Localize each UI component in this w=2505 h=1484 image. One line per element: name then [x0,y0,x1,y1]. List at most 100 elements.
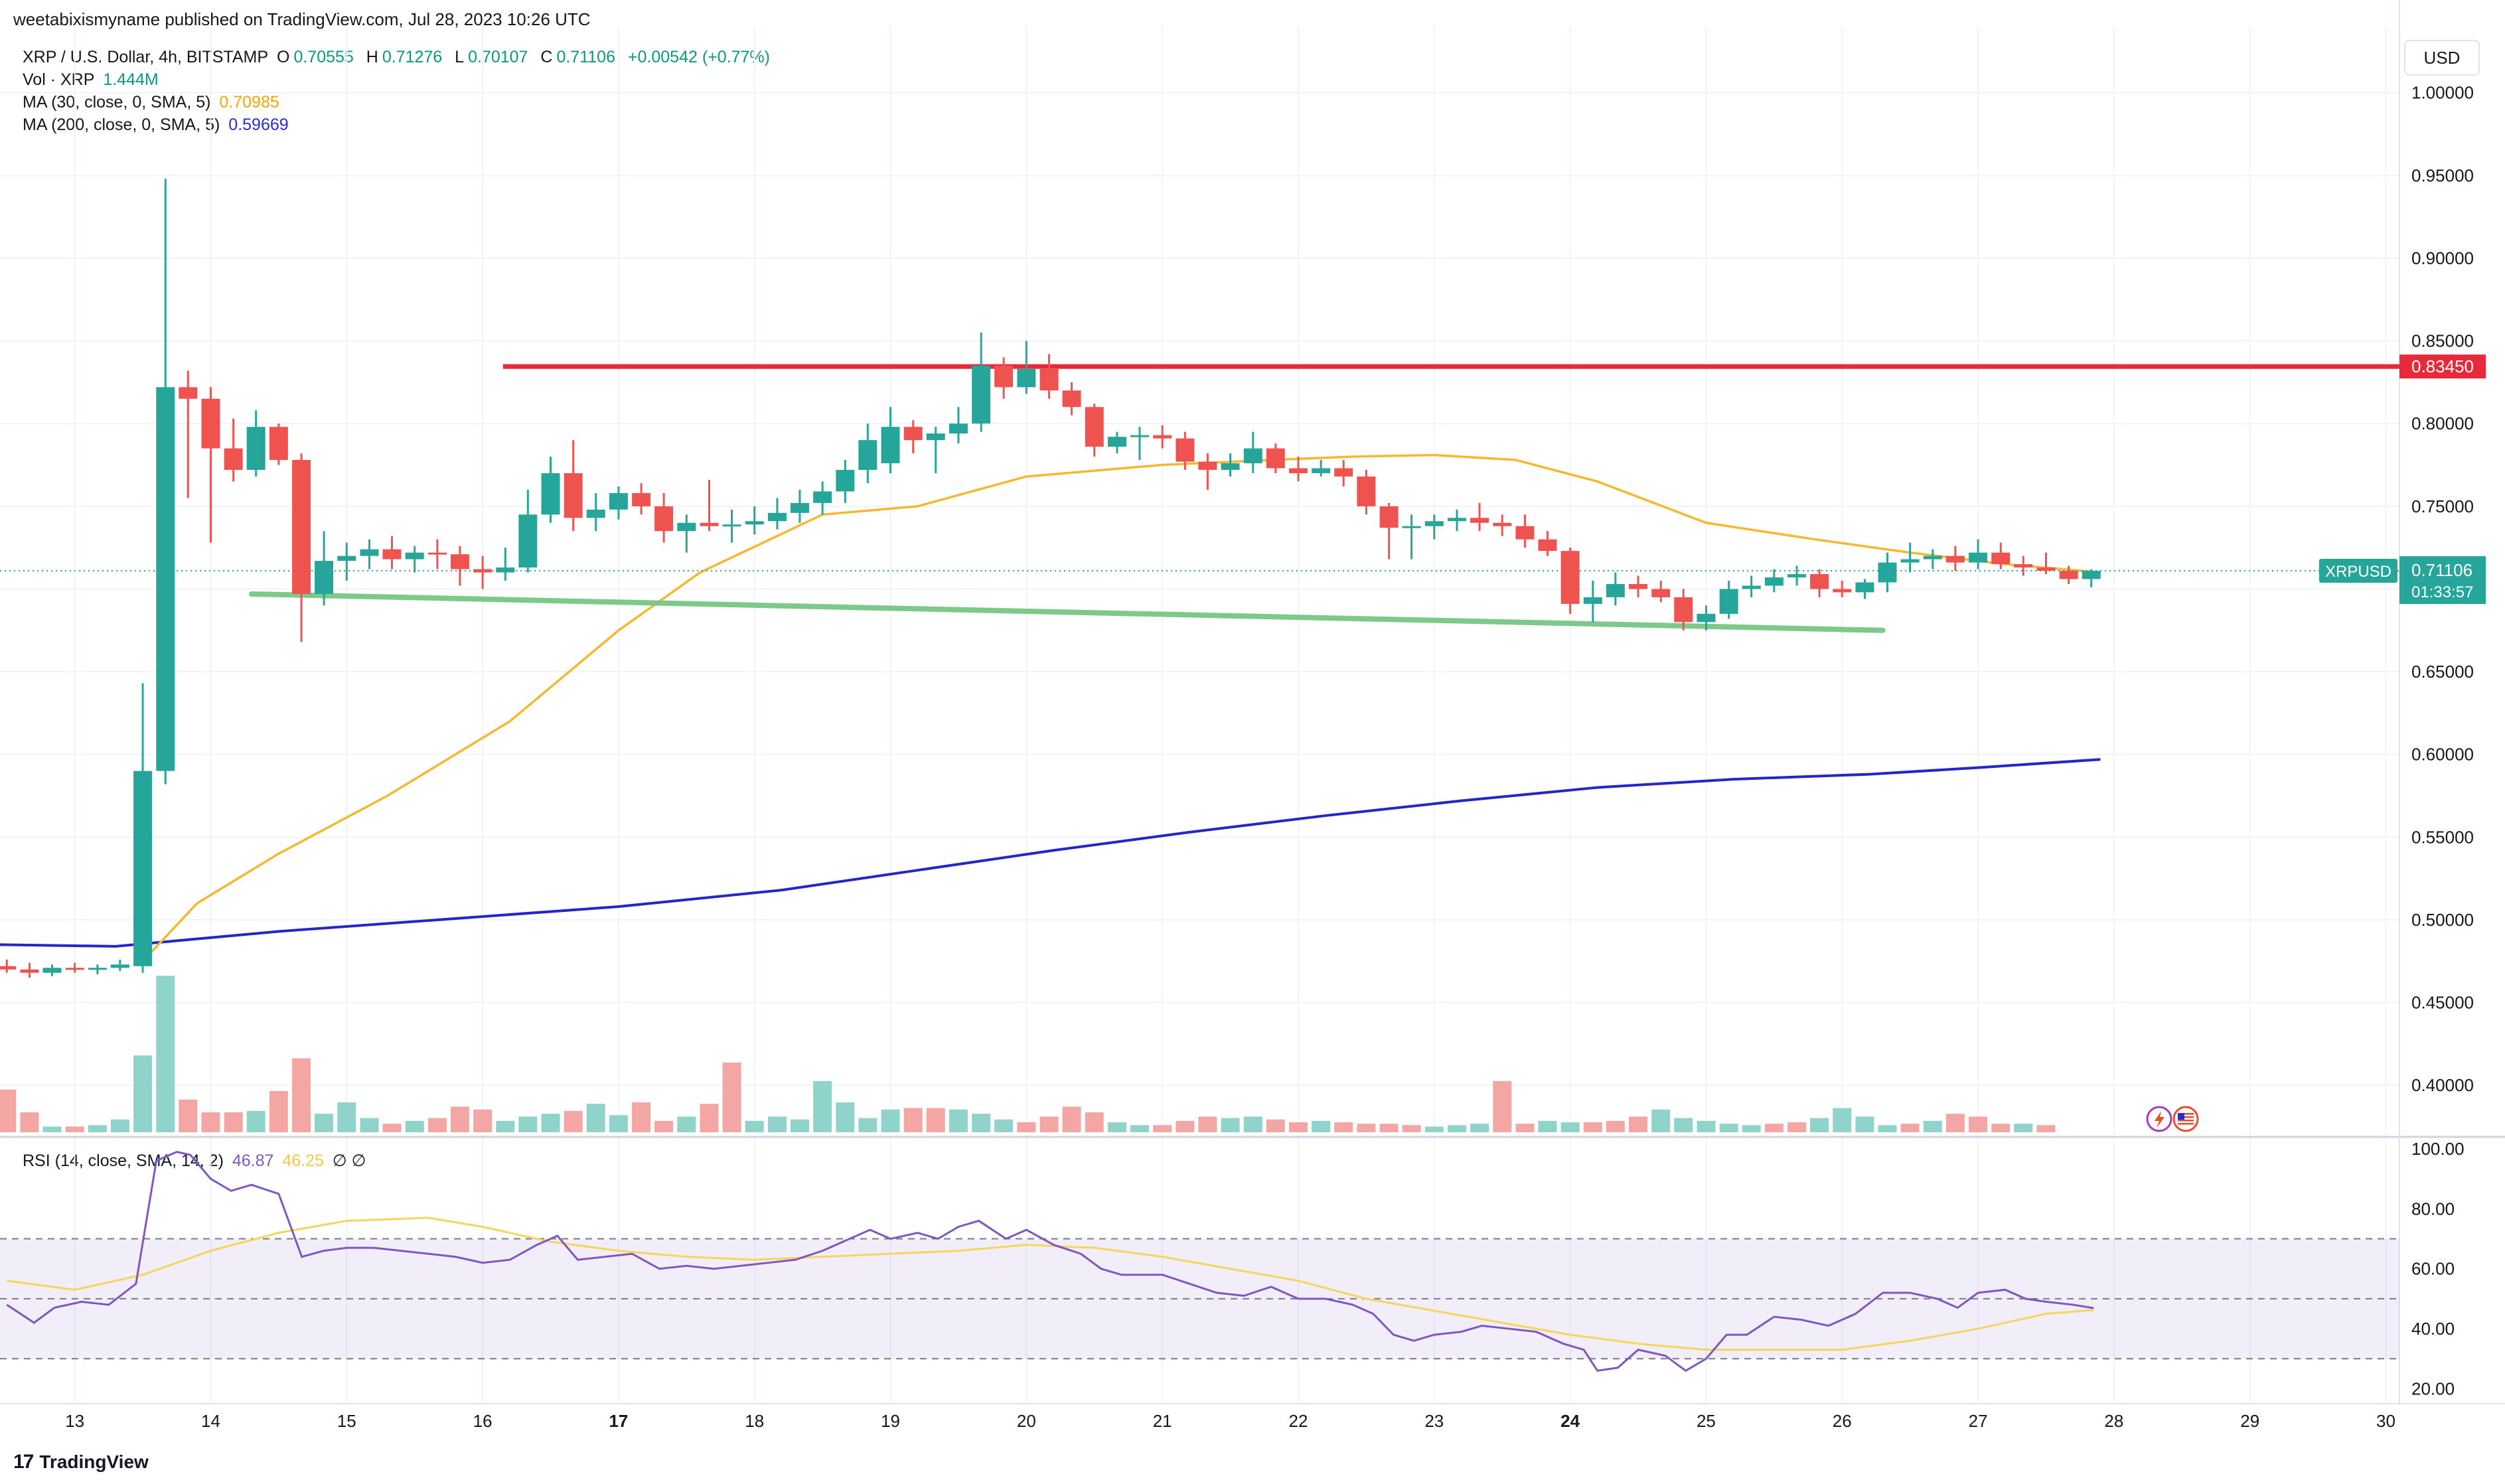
time-tick-label: 27 [1969,1411,1988,1431]
candle-body [1900,559,1920,563]
volume-bar [1923,1120,1942,1132]
candle-body [1764,577,1784,586]
countdown-label: 01:33:57 [2411,583,2473,601]
ma30-legend[interactable]: MA (30, close, 0, SMA, 5) 0.70985 [23,93,283,112]
candle-body [292,460,311,594]
time-tick-label: 29 [2240,1411,2259,1431]
candle-body [1493,522,1512,526]
volume-bar [654,1120,674,1132]
candle-body [1379,506,1399,528]
price-tick-label: 0.75000 [2411,496,2474,516]
volume-bar [133,1055,153,1132]
volume-bar [1039,1116,1059,1132]
price-tick-label: 1.00000 [2411,83,2474,103]
volume-bar [1221,1118,1240,1132]
support-trendline [248,591,1886,633]
volume-bar [179,1099,198,1132]
candle-body [337,556,356,561]
candle-body [315,561,334,594]
volume-bar [745,1120,764,1132]
rsi-value: 46.87 [232,1151,274,1170]
ma30-value: 0.70985 [219,93,279,111]
publisher-line: weetabixismyname published on TradingVie… [13,9,591,29]
ma200-legend[interactable]: MA (200, close, 0, SMA, 5) 0.59669 [23,115,293,135]
candle-body [949,423,968,434]
candle-body [110,964,129,968]
candle-body [1288,468,1308,473]
volume-bar [1900,1124,1920,1132]
volume-bar [858,1118,877,1132]
volume-bar [450,1106,469,1132]
volume-bar [949,1109,968,1132]
volume-bar [1945,1114,1965,1132]
candle-body [972,365,991,424]
candle-body [1470,518,1489,523]
candle-body [496,567,515,573]
open-label: O [276,48,290,66]
rsi-sma-value: 46.25 [282,1151,324,1170]
change-value: +0.00542 (+0.77%) [627,48,770,66]
volume-bar [700,1104,719,1132]
resistance-price-tag [2399,354,2486,379]
flag-stripe [2178,1116,2194,1118]
volume-bar [1334,1122,1353,1132]
volume-bar [1560,1122,1580,1132]
candle-body [1153,435,1172,439]
volume-bar [1833,1108,1852,1132]
volume-bar [156,976,175,1132]
volume-bar [292,1058,311,1132]
volume-bar [1017,1122,1036,1132]
candle-body [722,524,741,527]
candle-body [1606,583,1625,597]
lightning-glyph [2155,1111,2164,1128]
volume-bar [1764,1124,1784,1132]
price-tick-label: 0.50000 [2411,910,2474,930]
candle-body [903,427,923,441]
candle-body [586,509,605,518]
candle-body [65,968,84,970]
volume-bar [382,1124,402,1132]
volume-bar [427,1118,447,1132]
volume-bar [65,1126,84,1132]
volume-bar [586,1104,605,1132]
volume-bar [518,1116,538,1132]
resistance-price-label: 0.83450 [2411,356,2474,376]
ma200-line [0,758,2101,948]
candle-body [269,427,288,461]
volume-bar [0,1089,17,1132]
candle-body [609,492,628,510]
volume-bar [1583,1122,1602,1132]
price-tick-label: 0.90000 [2411,248,2474,268]
candle-body [1198,461,1217,470]
candle-body [1085,407,1104,447]
candle-body [1787,574,1807,578]
volume-bar [972,1114,991,1132]
time-tick-label: 30 [2376,1411,2395,1431]
currency-selector[interactable]: USD [2404,40,2480,76]
volume-bar [1493,1080,1512,1132]
volume-bar [1538,1120,1557,1132]
rsi-tick-label: 20.00 [2411,1378,2455,1398]
ma200-value: 0.59669 [228,115,289,134]
volume-legend[interactable]: Vol · XRP 1.444M [23,70,163,90]
volume-bar [1719,1124,1738,1132]
volume-bar [1266,1119,1285,1132]
rsi-line [6,1150,2094,1373]
open-value: 0.70555 [293,48,354,66]
volume-bar [1991,1124,2011,1132]
volume-bar [201,1112,220,1132]
high-label: H [366,48,378,66]
candle-body [1719,589,1738,614]
volume-bar [1810,1118,1829,1132]
candle-body [360,549,379,556]
volume-bar [405,1120,424,1132]
symbol-legend[interactable]: XRP / U.S. Dollar, 4h, BITSTAMP O 0.70555… [23,48,774,67]
flag-event-icon [2172,1106,2199,1132]
candle-body [1560,551,1580,604]
time-tick-label: 18 [745,1411,764,1431]
volume-bar [88,1125,107,1132]
candle-body [1991,552,2011,565]
volume-bar [2036,1125,2056,1132]
candle-body [1243,448,1262,464]
